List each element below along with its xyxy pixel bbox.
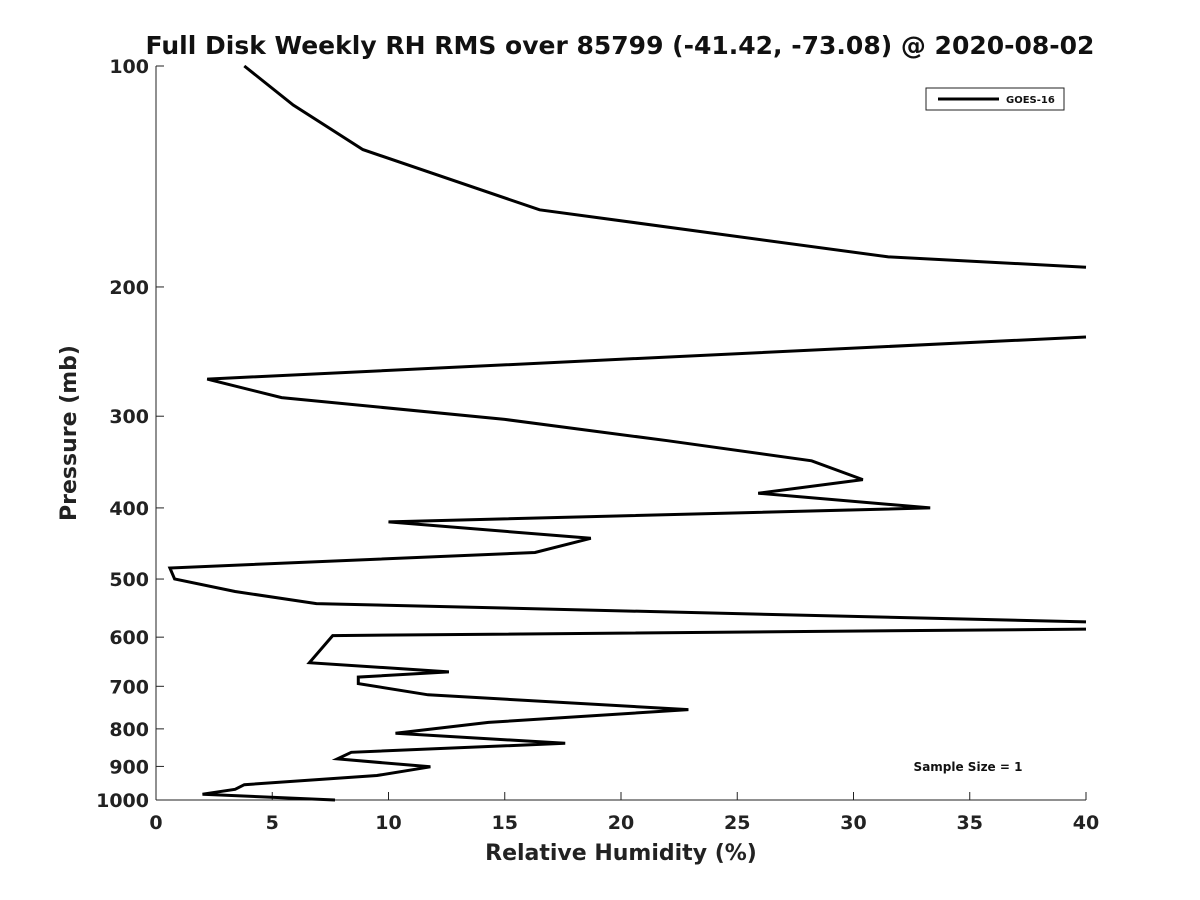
chart-title: Full Disk Weekly RH RMS over 85799 (-41.…	[146, 31, 1095, 60]
y-tick-label-600: 600	[109, 627, 149, 649]
x-tick-label-0: 0	[149, 812, 162, 834]
series-layer	[167, 64, 1087, 802]
x-tick-label-40: 40	[1073, 812, 1099, 834]
y-tick-label-100: 100	[109, 56, 149, 78]
series-line-goes-16-segment-1	[243, 64, 1087, 269]
y-tick-label-300: 300	[109, 406, 149, 428]
sample-size-annotation: Sample Size = 1	[914, 760, 1023, 774]
x-tick-label-20: 20	[608, 812, 634, 834]
x-tick-label-15: 15	[492, 812, 518, 834]
series-line-goes-16-segment-3	[202, 627, 1087, 802]
x-tick-label-30: 30	[840, 812, 866, 834]
legend-label-goes-16: GOES-16	[1006, 95, 1055, 106]
x-tick-label-35: 35	[957, 812, 983, 834]
x-axis-label: Relative Humidity (%)	[485, 841, 757, 866]
x-tick-label-10: 10	[375, 812, 401, 834]
y-tick-label-700: 700	[109, 676, 149, 698]
y-tick-label-400: 400	[109, 498, 149, 520]
x-ticks: 0 5 10 15 20 25 30 35 40	[149, 792, 1099, 834]
plot-area	[155, 66, 1086, 801]
legend: GOES-16	[925, 87, 1065, 111]
y-tick-label-1000: 1000	[96, 790, 149, 812]
y-tick-label-800: 800	[109, 719, 149, 741]
y-axis-label: Pressure (mb)	[57, 345, 82, 521]
y-tick-label-200: 200	[109, 277, 149, 299]
y-ticks: 100 200 300 400 500 600 700 800 900 1000	[96, 56, 164, 812]
y-tick-label-900: 900	[109, 756, 149, 778]
y-tick-label-500: 500	[109, 569, 149, 591]
x-tick-label-25: 25	[724, 812, 750, 834]
series-line-goes-16-segment-2	[167, 335, 1087, 624]
x-tick-label-5: 5	[266, 812, 279, 834]
